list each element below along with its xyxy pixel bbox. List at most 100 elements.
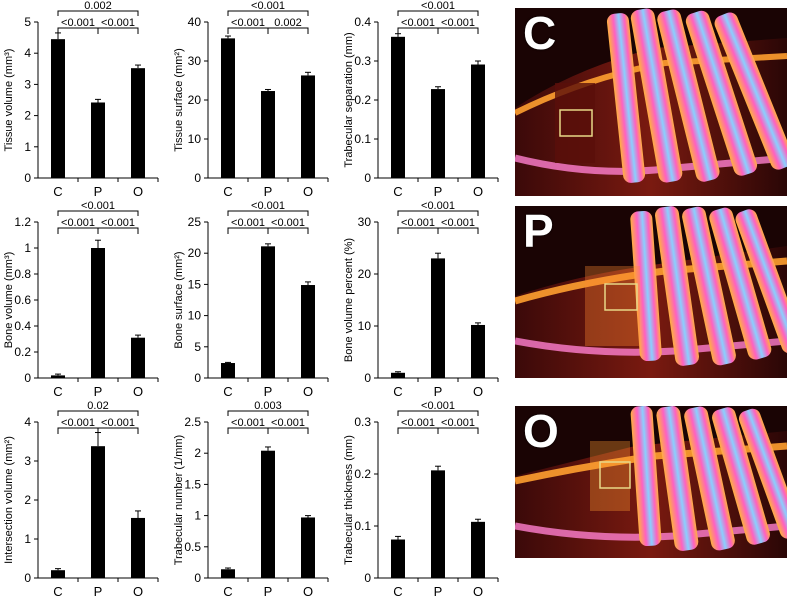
significance-bracket xyxy=(227,10,309,16)
bar-P xyxy=(261,450,275,578)
y-tick-label: 4 xyxy=(24,46,31,60)
y-tick-label: 30 xyxy=(358,215,372,229)
y-tick-label: 1.5 xyxy=(184,477,201,491)
x-tick-label: P xyxy=(434,384,443,399)
x-tick-label: O xyxy=(473,184,483,199)
bar-P xyxy=(261,246,275,378)
x-tick-label: P xyxy=(264,584,273,596)
significance-bracket xyxy=(437,227,479,234)
y-tick-label: 40 xyxy=(188,15,202,29)
significance-bracket xyxy=(437,27,479,34)
bar-P xyxy=(431,89,445,178)
y-tick-label: 0.3 xyxy=(354,415,371,429)
chart-1: 0 1 2 3 4 5 Tissue volume (mm³) C P O <0.001 <0.001… xyxy=(3,0,159,199)
image-label-o: O xyxy=(523,406,559,457)
y-tick-label: 0.1 xyxy=(354,132,371,146)
y-tick-label: 0.2 xyxy=(354,467,371,481)
p-value-label: <0.001 xyxy=(421,0,455,12)
bar-O xyxy=(471,521,485,578)
x-tick-label: O xyxy=(133,184,143,199)
y-tick-label: 5 xyxy=(194,340,201,354)
y-tick-label: 10 xyxy=(188,309,202,323)
bar-C xyxy=(221,363,235,378)
bar-O xyxy=(131,517,145,578)
p-value-label: <0.001 xyxy=(441,17,475,29)
significance-bracket xyxy=(267,427,309,434)
bar-P xyxy=(91,102,105,178)
p-value-label: <0.001 xyxy=(441,217,475,229)
x-tick-label: O xyxy=(133,584,143,596)
x-tick-label: C xyxy=(53,584,62,596)
x-tick-label: C xyxy=(393,384,402,399)
y-tick-label: 20 xyxy=(188,93,202,107)
chart-8: 0 0.5 1 1.5 2 2.5 Trabecular number (1/mm) C P O <… xyxy=(173,400,329,596)
microct-scan-c-graphic xyxy=(515,8,787,196)
y-tick-label: 0 xyxy=(364,571,371,585)
p-value-label: 0.003 xyxy=(254,400,282,412)
y-tick-label: 3 xyxy=(24,454,31,468)
x-tick-label: P xyxy=(94,184,103,199)
y-tick-label: 1.2 xyxy=(14,215,31,229)
bar-C xyxy=(51,375,65,378)
x-tick-label: O xyxy=(303,384,313,399)
bar-P xyxy=(431,258,445,378)
x-tick-label: C xyxy=(53,184,62,199)
y-tick-label: 20 xyxy=(358,267,372,281)
significance-bracket xyxy=(97,27,139,34)
y-tick-label: 4 xyxy=(24,415,31,429)
x-tick-label: O xyxy=(303,584,313,596)
p-value-label: <0.001 xyxy=(81,200,115,212)
p-value-label: <0.001 xyxy=(61,17,95,29)
x-tick-label: P xyxy=(264,184,273,199)
y-tick-label: 0 xyxy=(194,571,201,585)
bar-C xyxy=(51,570,65,578)
p-value-label: <0.001 xyxy=(421,200,455,212)
y-tick-label: 1 xyxy=(24,532,31,546)
bar-O xyxy=(471,64,485,178)
y-tick-label: 10 xyxy=(358,319,372,333)
p-value-label: <0.001 xyxy=(251,200,285,212)
p-value-label: <0.001 xyxy=(231,417,265,429)
microct-image-o: O xyxy=(515,406,787,558)
bar-O xyxy=(301,75,315,178)
image-label-p: P xyxy=(523,206,554,257)
y-tick-label: 20 xyxy=(188,246,202,260)
y-tick-label: 0.4 xyxy=(354,15,371,29)
x-tick-label: C xyxy=(223,184,232,199)
y-tick-label: 2 xyxy=(24,493,31,507)
significance-bracket xyxy=(267,227,309,234)
x-tick-label: C xyxy=(393,184,402,199)
y-tick-label: 3 xyxy=(24,77,31,91)
x-tick-label: O xyxy=(473,384,483,399)
bar-C xyxy=(391,539,405,578)
bar-O xyxy=(301,517,315,578)
y-tick-label: 1 xyxy=(24,241,31,255)
y-tick-label: 2 xyxy=(194,446,201,460)
x-tick-label: O xyxy=(473,584,483,596)
x-tick-label: P xyxy=(264,384,273,399)
y-tick-label: 0 xyxy=(24,371,31,385)
x-tick-label: O xyxy=(303,184,313,199)
y-axis-label: Tissue volume (mm³) xyxy=(3,49,15,152)
significance-bracket xyxy=(57,10,139,16)
p-value-label: <0.001 xyxy=(61,417,95,429)
microct-image-c: C xyxy=(515,8,787,196)
y-tick-label: 0 xyxy=(24,171,31,185)
bar-O xyxy=(131,337,145,378)
bar-C xyxy=(391,372,405,378)
chart-3: 0 0.1 0.2 0.3 0.4 Trabecular separation (mm) C… xyxy=(343,0,499,199)
y-tick-label: 0 xyxy=(364,371,371,385)
p-value-label: <0.001 xyxy=(401,417,435,429)
microct-image-p: P xyxy=(515,206,787,378)
bar-P xyxy=(91,248,105,378)
bar-P xyxy=(431,470,445,578)
significance-bracket xyxy=(57,410,139,416)
x-tick-label: P xyxy=(434,184,443,199)
p-value-label: <0.001 xyxy=(101,17,135,29)
y-tick-label: 30 xyxy=(188,54,202,68)
bar-C xyxy=(51,39,65,178)
significance-bracket xyxy=(97,227,139,234)
p-value-label: <0.001 xyxy=(441,417,475,429)
y-axis-label: Bone surface (mm²) xyxy=(173,251,185,348)
